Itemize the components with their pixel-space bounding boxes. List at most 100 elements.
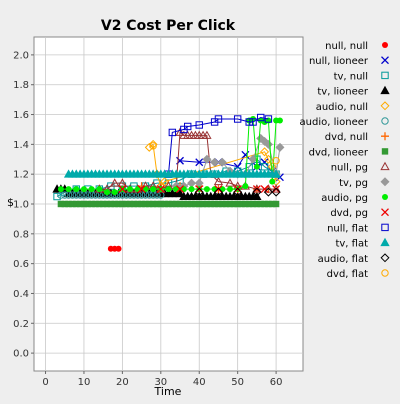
data-point (271, 184, 281, 193)
data-point (263, 187, 273, 197)
data-point (276, 117, 283, 124)
legend-label: dvd, lioneer (309, 147, 369, 158)
legend-label: tv, null (334, 71, 368, 82)
legend-marker (382, 194, 388, 200)
data-point (145, 191, 153, 199)
data-point (245, 118, 253, 126)
x-tick-label: 40 (193, 377, 206, 388)
legend-marker (381, 223, 389, 232)
data-point (68, 191, 77, 199)
y-tick-label: 0.4 (13, 289, 29, 300)
legend-marker (381, 56, 389, 65)
data-point (213, 187, 223, 197)
legend-entry: audio, null (316, 101, 390, 113)
data-point (184, 122, 192, 131)
data-point (111, 200, 118, 208)
data-point (249, 118, 257, 126)
data-point (272, 185, 281, 194)
series-13 (63, 169, 281, 178)
legend-label: null, pg (331, 163, 368, 174)
data-point (61, 200, 68, 208)
legend-label: null, null (325, 41, 368, 52)
data-point (207, 200, 214, 208)
legend-marker (381, 269, 389, 277)
data-point (57, 186, 64, 193)
legend-label: tv, pg (339, 178, 368, 189)
series-line (168, 116, 269, 175)
series-15 (149, 142, 280, 165)
legend-entry: audio, lioneer (300, 117, 389, 128)
data-point (149, 142, 157, 150)
data-point (233, 115, 242, 123)
data-point (69, 200, 76, 208)
data-point (272, 200, 280, 208)
data-point (260, 147, 270, 157)
legend-entry: audio, flat (318, 253, 390, 265)
data-point (142, 200, 149, 208)
data-point (248, 154, 258, 164)
data-point (165, 200, 172, 208)
legend-marker (381, 117, 389, 125)
legend-entry: dvd, null (325, 132, 389, 143)
y-tick-label: 2.0 (13, 50, 29, 61)
data-point (123, 200, 130, 208)
y-tick-label: 1.2 (13, 170, 29, 181)
legend-entry: tv, pg (339, 177, 390, 189)
legend-entry: dvd, flat (327, 269, 389, 280)
data-point (188, 186, 195, 193)
data-point (96, 186, 103, 193)
data-point (215, 200, 222, 208)
data-point (118, 185, 127, 194)
legend-entry: null, flat (327, 223, 389, 234)
data-point (57, 200, 65, 208)
data-point (252, 185, 261, 194)
legend-entry: tv, null (334, 71, 389, 82)
legend-marker (380, 177, 390, 187)
data-point (275, 142, 285, 152)
x-tick-label: 60 (270, 377, 283, 388)
data-point (76, 191, 84, 199)
data-point (175, 127, 185, 136)
data-point (53, 192, 61, 201)
legend: null, null null, lioneer tv, null tv, lione… (300, 41, 390, 280)
data-point (219, 200, 226, 208)
data-point (88, 186, 95, 193)
series-14 (194, 187, 281, 197)
data-point (252, 187, 262, 197)
legend-entry: null, pg (331, 161, 390, 174)
data-point (84, 191, 92, 199)
data-point (92, 200, 99, 208)
legend-label: audio, null (316, 102, 368, 113)
data-point (130, 200, 138, 208)
data-point (230, 200, 238, 208)
legend-label: dvd, flat (327, 269, 368, 280)
data-point (257, 113, 265, 122)
legend-entry: dvd, lioneer (309, 147, 389, 158)
legend-marker (381, 208, 389, 217)
data-point (65, 200, 72, 208)
y-tick-label: 0.2 (13, 319, 29, 330)
data-point (196, 200, 203, 208)
data-point (188, 200, 195, 208)
data-point (126, 200, 134, 208)
data-point (88, 200, 95, 208)
data-point (264, 115, 273, 123)
data-point (253, 163, 260, 170)
data-point (65, 186, 72, 193)
data-point (271, 187, 281, 197)
data-point (180, 200, 188, 208)
data-point (161, 200, 168, 208)
data-point (233, 162, 242, 171)
data-point (111, 189, 118, 196)
data-point (272, 157, 280, 165)
data-point (226, 186, 233, 193)
data-point (138, 200, 145, 208)
data-point (222, 200, 230, 208)
data-point (165, 186, 172, 193)
data-point (169, 200, 176, 208)
x-tick-label: 10 (78, 377, 91, 388)
legend-marker (380, 161, 390, 171)
data-point (99, 200, 107, 208)
y-tick-label: 1.4 (13, 140, 29, 151)
legend-marker (381, 132, 389, 141)
